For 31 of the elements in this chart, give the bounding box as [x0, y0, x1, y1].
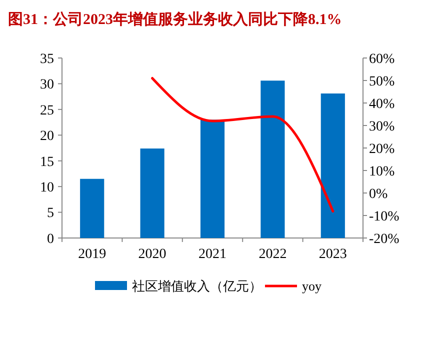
x-tick-label: 2020: [138, 247, 166, 262]
y-tick-label: 0: [47, 232, 54, 247]
legend-label: yoy: [302, 278, 322, 294]
y-tick-label: 35: [40, 52, 54, 67]
line-series: [151, 77, 334, 212]
y2-tick-label: 30%: [369, 119, 395, 134]
y-tick-label: 10: [40, 180, 54, 196]
y2-tick-label: 50%: [369, 74, 395, 90]
chart-title: 图31：公司2023年增值服务业务收入同比下降8.1%: [8, 11, 342, 28]
y2-tick-label: -10%: [369, 209, 400, 224]
y-tick-label: 5: [47, 206, 54, 222]
y-tick-label: 30: [40, 78, 54, 93]
bar: [80, 178, 104, 238]
legend-label: 社区增值收入（亿元）: [132, 278, 262, 294]
y2-tick-label: -20%: [369, 232, 400, 247]
x-tick-label: 2022: [258, 247, 287, 262]
y2-tick-label: 10%: [369, 164, 395, 180]
y2-tick-label: 40%: [369, 96, 395, 112]
bar: [260, 80, 285, 238]
y2-tick-label: 0%: [369, 186, 388, 202]
bar: [140, 148, 164, 238]
y2-tick-label: 60%: [369, 52, 395, 67]
y-tick-label: 15: [40, 154, 54, 170]
bar: [200, 120, 225, 238]
x-tick-label: 2021: [198, 247, 226, 262]
bar: [320, 93, 345, 238]
x-tick-label: 2023: [318, 247, 347, 262]
x-tick-label: 2019: [78, 247, 106, 262]
y2-tick-label: 20%: [369, 142, 395, 157]
y-tick-label: 25: [40, 103, 54, 118]
y-tick-label: 20: [40, 129, 54, 144]
